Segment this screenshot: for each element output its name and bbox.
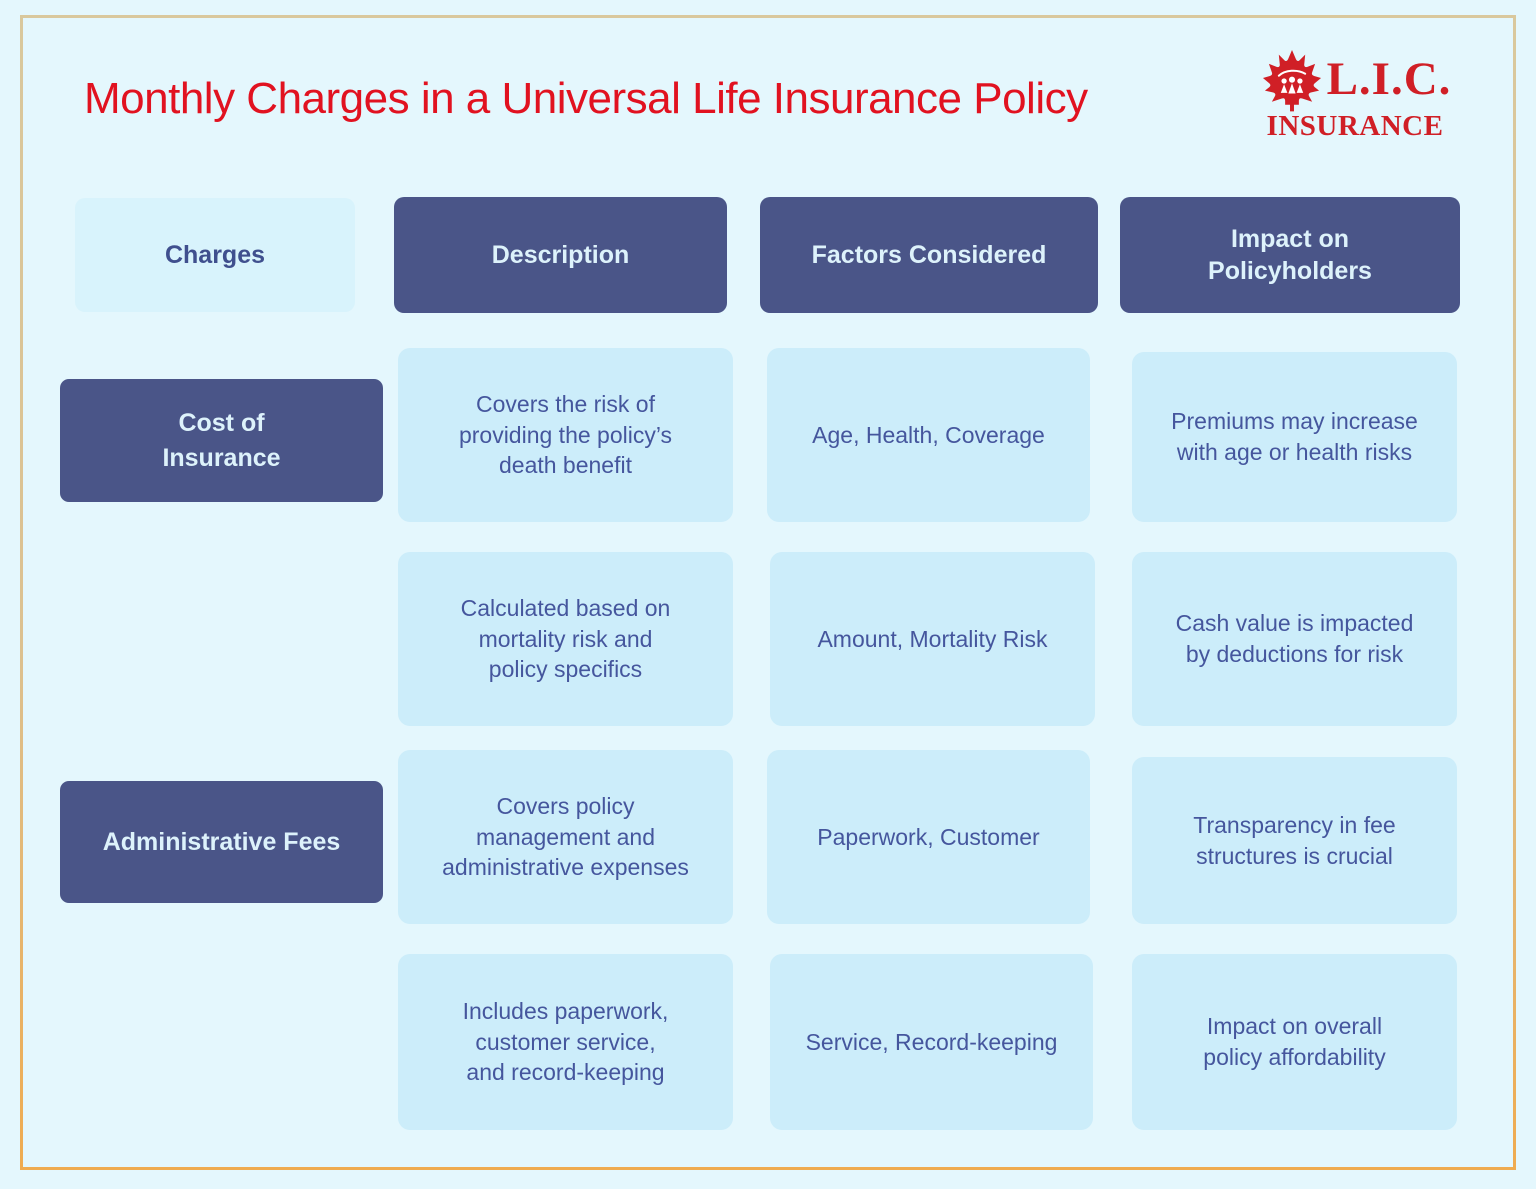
cell-row3-factors: Paperwork, Customer [767, 750, 1090, 924]
brand-logo: L.I.C. INSURANCE [1252, 48, 1458, 141]
maple-leaf-icon [1262, 49, 1321, 112]
cell-row4-impact: Impact on overall policy affordability [1132, 954, 1457, 1130]
logo-secondary-text: INSURANCE [1266, 110, 1444, 142]
cell-row4-description: Includes paperwork, customer service, an… [398, 954, 733, 1130]
cell-row2-impact: Cash value is impacted by deductions for… [1132, 552, 1457, 726]
cell-row1-impact: Premiums may increase with age or health… [1132, 352, 1457, 522]
cell-row1-description: Covers the risk of providing the policy’… [398, 348, 733, 522]
column-header-factors-considered: Factors Considered [760, 197, 1098, 313]
column-header-charges: Charges [75, 198, 355, 312]
page-title: Monthly Charges in a Universal Life Insu… [84, 74, 1088, 123]
cell-row1-factors: Age, Health, Coverage [767, 348, 1090, 522]
column-header-description: Description [394, 197, 727, 313]
cell-row2-factors: Amount, Mortality Risk [770, 552, 1095, 726]
cell-row4-factors: Service, Record-keeping [770, 954, 1093, 1130]
row-label-cost-of-insurance: Cost of Insurance [60, 379, 383, 502]
row-label-administrative-fees: Administrative Fees [60, 781, 383, 903]
cell-row3-description: Covers policy management and administrat… [398, 750, 733, 924]
cell-row2-description: Calculated based on mortality risk and p… [398, 552, 733, 726]
column-header-impact-on-policyholders: Impact on Policyholders [1120, 197, 1460, 313]
logo-primary-text: L.I.C. [1326, 52, 1452, 105]
cell-row3-impact: Transparency in fee structures is crucia… [1132, 757, 1457, 924]
